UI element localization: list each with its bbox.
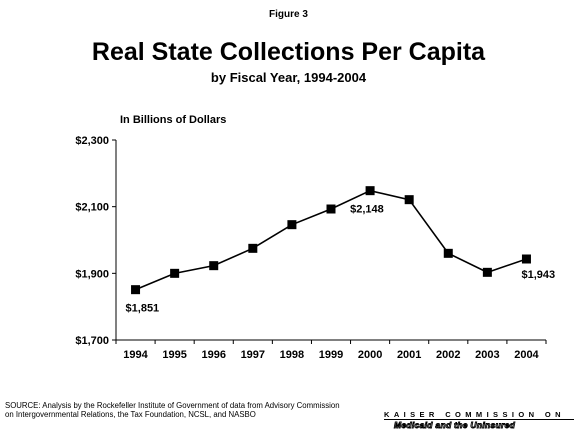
source-note: SOURCE: Analysis by the Rockefeller Inst…: [5, 401, 340, 420]
line-chart: In Billions of Dollars $1,700 $1,900 $2,10…: [75, 114, 556, 361]
y-axis-label: In Billions of Dollars: [120, 114, 226, 126]
data-point-marker: [404, 195, 414, 205]
data-label: $1,943: [521, 269, 555, 281]
data-point-marker: [443, 248, 453, 258]
chart-subtitle: by Fiscal Year, 1994-2004: [210, 70, 367, 85]
data-point-marker: [170, 268, 180, 278]
series-group: [131, 186, 531, 295]
data-point-marker: [365, 186, 375, 196]
data-label: $2,148: [350, 204, 384, 216]
x-tick-label: 1995: [162, 349, 186, 361]
kaiser-logo-top: KAISER COMMISSION ON: [384, 410, 574, 420]
x-tick-label: 1994: [123, 349, 148, 361]
x-tick-label: 2000: [358, 349, 382, 361]
data-point-marker: [287, 220, 297, 230]
x-tick-label: 2002: [436, 349, 460, 361]
x-tick-label: 2001: [397, 349, 421, 361]
chart-title: Real State Collections Per Capita: [91, 38, 486, 66]
kaiser-logo-bottom: Medicaid and the Uninsured: [394, 420, 516, 431]
data-point-marker: [482, 267, 492, 277]
data-label: $1,851: [126, 303, 160, 315]
data-point-marker: [326, 204, 336, 214]
x-tick-label: 1998: [280, 349, 304, 361]
y-tick-label: $2,300: [75, 135, 109, 147]
x-tick-label: 2004: [514, 349, 539, 361]
x-tick-label: 1999: [319, 349, 343, 361]
data-point-marker: [521, 254, 531, 264]
y-tick-label: $1,900: [75, 268, 109, 280]
x-tick-label: 1996: [201, 349, 225, 361]
data-labels: $1,851 $2,148 $1,943: [126, 204, 556, 315]
y-tick-label: $2,100: [75, 202, 109, 214]
x-tick-label: 2003: [475, 349, 499, 361]
y-axis-ticks: $1,700 $1,900 $2,100 $2,300: [75, 135, 116, 347]
figure-label: Figure 3: [269, 9, 308, 20]
kaiser-logo: KAISER COMMISSION ON Medicaid and the Un…: [384, 410, 574, 430]
x-tick-label: 1997: [241, 349, 265, 361]
data-point-marker: [209, 261, 219, 271]
data-point-marker: [131, 285, 141, 295]
y-tick-label: $1,700: [75, 335, 109, 347]
x-axis-ticks: 1994 1995 1996 1997 1998 1999 2000 2001 2002 2003…: [115, 340, 547, 361]
chart-axes: [115, 140, 546, 341]
data-point-marker: [248, 243, 258, 253]
